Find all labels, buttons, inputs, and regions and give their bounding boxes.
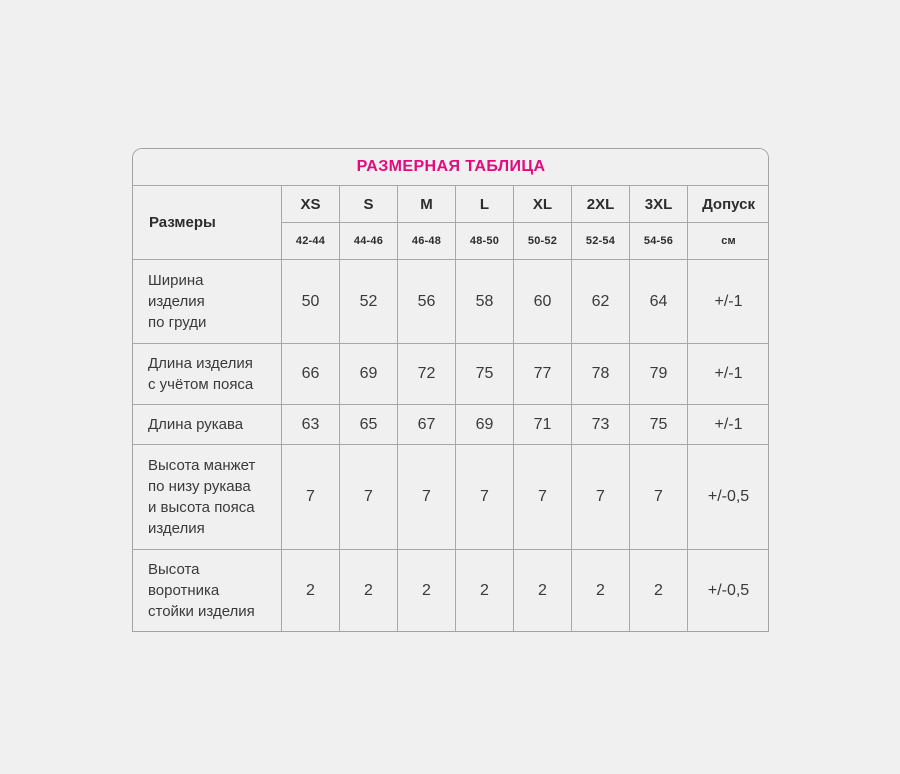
size-value: 63 xyxy=(281,404,340,445)
tolerance-value: +/-0,5 xyxy=(686,549,768,631)
tolerance-unit: см xyxy=(686,222,768,260)
size-table-card: РАЗМЕРНАЯ ТАБЛИЦА Размеры XS S M L XL 2X… xyxy=(132,148,769,632)
size-header-3xl: 3XL xyxy=(629,185,688,223)
table-row: Длина изделия с учётом пояса 66 69 72 75… xyxy=(133,343,768,405)
size-value: 62 xyxy=(571,259,630,344)
size-range-xl: 50-52 xyxy=(513,222,572,260)
range-header-row: 42-44 44-46 46-48 48-50 50-52 52-54 54-5… xyxy=(133,222,768,260)
size-value: 79 xyxy=(629,343,688,405)
size-table: РАЗМЕРНАЯ ТАБЛИЦА Размеры XS S M L XL 2X… xyxy=(133,149,768,631)
size-header-s: S xyxy=(339,185,398,223)
size-value: 2 xyxy=(339,549,398,631)
size-value: 7 xyxy=(339,444,398,550)
tolerance-value: +/-1 xyxy=(686,343,768,405)
row-label: Ширина изделия по груди xyxy=(133,259,282,344)
tolerance-value: +/-1 xyxy=(686,259,768,344)
size-value: 77 xyxy=(513,343,572,405)
title-row: РАЗМЕРНАЯ ТАБЛИЦА xyxy=(133,149,768,186)
size-header-l: L xyxy=(455,185,514,223)
size-header-2xl: 2XL xyxy=(571,185,630,223)
size-value: 67 xyxy=(397,404,456,445)
size-range-3xl: 54-56 xyxy=(629,222,688,260)
size-value: 7 xyxy=(281,444,340,550)
size-range-2xl: 52-54 xyxy=(571,222,630,260)
size-range-s: 44-46 xyxy=(339,222,398,260)
size-range-m: 46-48 xyxy=(397,222,456,260)
tolerance-header: Допуск xyxy=(686,185,768,223)
size-value: 75 xyxy=(455,343,514,405)
table-row: Ширина изделия по груди 50 52 56 58 60 6… xyxy=(133,259,768,344)
size-value: 78 xyxy=(571,343,630,405)
size-value: 2 xyxy=(281,549,340,631)
size-value: 60 xyxy=(513,259,572,344)
tolerance-value: +/-1 xyxy=(686,404,768,445)
size-value: 58 xyxy=(455,259,514,344)
size-value: 71 xyxy=(513,404,572,445)
size-value: 75 xyxy=(629,404,688,445)
size-range-xs: 42-44 xyxy=(281,222,340,260)
table-row: Высота воротника стойки изделия 2 2 2 2 … xyxy=(133,549,768,631)
size-header-xl: XL xyxy=(513,185,572,223)
size-header-xs: XS xyxy=(281,185,340,223)
size-value: 2 xyxy=(397,549,456,631)
size-value: 69 xyxy=(455,404,514,445)
size-value: 72 xyxy=(397,343,456,405)
size-value: 7 xyxy=(629,444,688,550)
size-value: 7 xyxy=(397,444,456,550)
row-label: Высота воротника стойки изделия xyxy=(133,549,282,631)
size-value: 56 xyxy=(397,259,456,344)
row-label: Длина изделия с учётом пояса xyxy=(133,343,282,405)
tolerance-value: +/-0,5 xyxy=(686,444,768,550)
size-value: 52 xyxy=(339,259,398,344)
size-value: 7 xyxy=(571,444,630,550)
size-range-l: 48-50 xyxy=(455,222,514,260)
size-value: 66 xyxy=(281,343,340,405)
size-value: 2 xyxy=(513,549,572,631)
size-value: 2 xyxy=(629,549,688,631)
table-row: Длина рукава 63 65 67 69 71 73 75 +/-1 xyxy=(133,404,768,445)
size-header-row: Размеры XS S M L XL 2XL 3XL Допуск xyxy=(133,185,768,260)
table-row: Высота манжет по низу рукава и высота по… xyxy=(133,444,768,550)
table-title: РАЗМЕРНАЯ ТАБЛИЦА xyxy=(133,149,768,186)
size-value: 64 xyxy=(629,259,688,344)
row-label: Высота манжет по низу рукава и высота по… xyxy=(133,444,282,550)
size-value: 7 xyxy=(513,444,572,550)
row-label: Длина рукава xyxy=(133,404,282,445)
size-value: 2 xyxy=(455,549,514,631)
size-value: 7 xyxy=(455,444,514,550)
sizes-header-cell: Размеры xyxy=(133,185,282,260)
size-value: 73 xyxy=(571,404,630,445)
size-value: 69 xyxy=(339,343,398,405)
size-value: 65 xyxy=(339,404,398,445)
size-value: 2 xyxy=(571,549,630,631)
size-header-m: M xyxy=(397,185,456,223)
size-value: 50 xyxy=(281,259,340,344)
